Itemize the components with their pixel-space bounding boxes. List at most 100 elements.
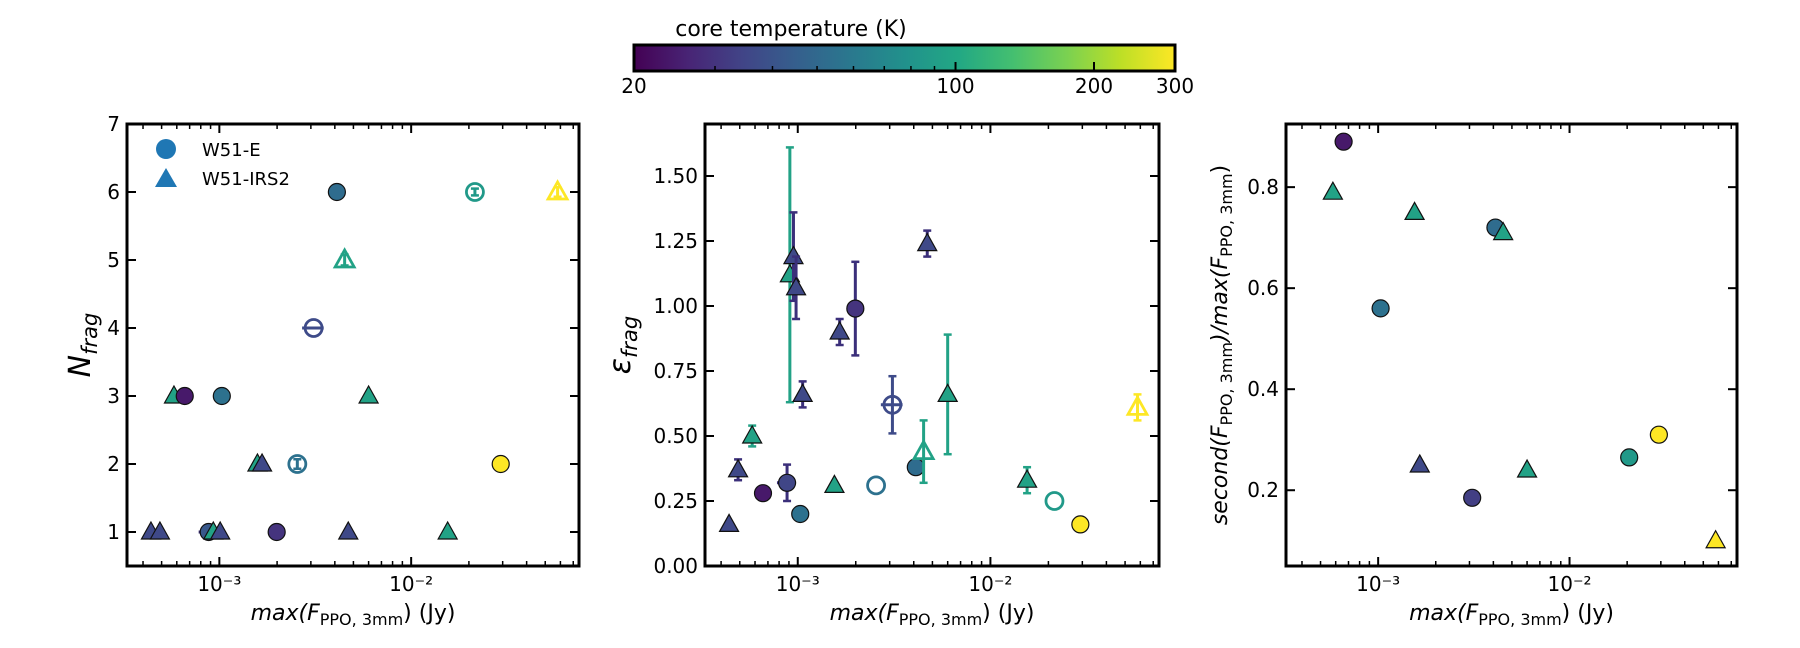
y-tick-label: 0.6 xyxy=(1247,276,1279,300)
w51-irs2-point xyxy=(937,333,959,456)
marker-circle-open xyxy=(1044,491,1065,511)
x-axis-label: max(FPPO, 3mm) (Jy) xyxy=(830,601,1035,629)
legend-marker-triangle xyxy=(155,168,177,187)
y-tick-label: 0.75 xyxy=(653,359,698,383)
y-tick-label: 3 xyxy=(107,384,120,408)
w51-e-point xyxy=(776,463,797,503)
marker-triangle-open xyxy=(545,179,570,201)
marker-circle xyxy=(1334,132,1353,151)
panel-epsilon-frag: 0.00 0.25 0.50 0.75 1.00 1.25 1.50 10⁻³ 10⁻² max(… xyxy=(603,122,1161,629)
y-tick-label: 7 xyxy=(107,112,120,136)
w51-e-point xyxy=(1044,491,1065,511)
marker-circle-open xyxy=(882,394,903,415)
x-tick-label: 10⁻² xyxy=(1548,572,1592,596)
x-tick-label: 10⁻³ xyxy=(776,572,820,596)
colorbar-tick-label: 300 xyxy=(1156,74,1194,98)
w51-e-point xyxy=(1620,448,1639,467)
marker-triangle xyxy=(937,383,959,402)
plot-frame xyxy=(1284,122,1739,568)
w51-e-point xyxy=(1463,488,1482,507)
marker-circle xyxy=(327,182,346,202)
x-axis-label: max(FPPO, 3mm) (Jy) xyxy=(1409,601,1614,629)
legend: W51-E W51-IRS2 xyxy=(155,139,290,190)
w51-e-point xyxy=(906,458,925,477)
y-tick-label: 1.00 xyxy=(653,294,698,318)
marker-triangle xyxy=(823,474,845,493)
w51-e-point xyxy=(791,504,810,524)
marker-triangle xyxy=(916,232,938,252)
w51-irs2-point xyxy=(785,255,807,321)
colorbar-tick-label: 200 xyxy=(1075,74,1113,98)
marker-circle-open xyxy=(866,475,886,496)
w51-irs2-point xyxy=(337,520,359,540)
marker-circle xyxy=(777,473,797,492)
y-axis-label: second(FPPO, 3mm)/max(FPPO, 3mm) xyxy=(1208,165,1236,525)
marker-triangle xyxy=(337,520,359,540)
marker-triangle xyxy=(829,320,851,340)
w51-e-point xyxy=(1649,425,1668,444)
y-tick-label: 5 xyxy=(107,248,120,272)
marker-triangle-open xyxy=(332,247,357,269)
w51-irs2-point xyxy=(1016,465,1038,495)
w51-e-point xyxy=(846,260,865,357)
marker-triangle xyxy=(1016,468,1038,488)
w51-irs2-point xyxy=(332,247,357,269)
marker-circle-open xyxy=(465,182,485,202)
x-tick-label: 10⁻³ xyxy=(197,572,241,596)
w51-e-point xyxy=(1071,515,1090,534)
w51-irs2-point xyxy=(1322,180,1344,200)
w51-irs2-point xyxy=(545,179,570,201)
marker-triangle xyxy=(727,458,749,478)
marker-triangle xyxy=(1516,458,1538,478)
w51-irs2-point xyxy=(209,520,231,540)
y-tick-label: 2 xyxy=(107,452,120,476)
w51-e-point xyxy=(866,475,886,496)
marker-triangle xyxy=(785,276,807,296)
marker-circle xyxy=(267,522,286,542)
w51-irs2-point xyxy=(916,229,938,258)
w51-irs2-point xyxy=(911,419,936,485)
marker-triangle xyxy=(782,245,804,265)
marker-circle xyxy=(1463,488,1482,507)
marker-circle xyxy=(175,386,194,406)
w51-e-point xyxy=(327,182,346,202)
marker-triangle xyxy=(792,383,814,402)
marker-circle xyxy=(753,484,773,503)
w51-irs2-point xyxy=(823,474,845,493)
marker-triangle xyxy=(251,452,273,472)
y-tick-label: 1 xyxy=(107,520,120,544)
y-tick-label: 0.2 xyxy=(1247,478,1279,502)
w51-e-point xyxy=(753,484,773,503)
colorbar: core temperature (K) 20 100 200 300 xyxy=(621,17,1194,98)
marker-triangle xyxy=(1404,201,1426,220)
marker-triangle xyxy=(437,520,459,540)
w51-irs2-point xyxy=(251,452,273,472)
colorbar-tick-label: 20 xyxy=(621,74,646,98)
marker-triangle xyxy=(741,424,763,444)
marker-circle xyxy=(212,386,231,406)
w51-e-point xyxy=(175,386,194,406)
marker-triangle xyxy=(1705,529,1727,549)
x-tick-label: 10⁻³ xyxy=(1356,572,1400,596)
marker-triangle-open xyxy=(1125,394,1150,416)
y-axis-label: εfrag xyxy=(603,316,642,374)
w51-irs2-point xyxy=(1516,458,1538,478)
w51-e-point xyxy=(302,318,324,338)
w51-irs2-point xyxy=(437,520,459,540)
x-tick-label: 10⁻² xyxy=(968,572,1012,596)
panel-flux-ratio: 0.2 0.4 0.6 0.8 10⁻³ 10⁻² max(FPPO, 3mm) (Jy) s… xyxy=(1208,122,1739,629)
marker-circle xyxy=(491,454,510,474)
marker-triangle xyxy=(358,384,380,404)
colorbar-tick-label: 100 xyxy=(936,74,974,98)
colorbar-gradient xyxy=(632,43,1177,73)
w51-e-point xyxy=(212,386,231,406)
y-tick-label: 1.25 xyxy=(653,229,698,253)
w51-irs2-point xyxy=(1404,201,1426,220)
w51-irs2-point xyxy=(1409,453,1431,473)
plot-frame xyxy=(125,122,581,568)
w51-irs2-point xyxy=(149,520,171,540)
w51-e-point xyxy=(1371,299,1390,318)
marker-circle xyxy=(906,458,925,477)
marker-circle-open xyxy=(287,454,308,474)
